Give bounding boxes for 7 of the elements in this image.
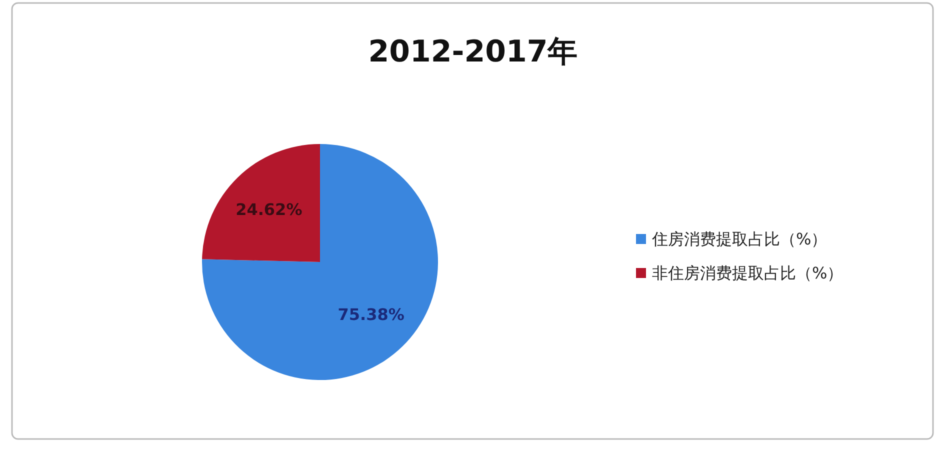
chart-title: 2012-2017年 xyxy=(368,34,578,70)
pie-slice xyxy=(202,144,438,380)
pie-slice xyxy=(202,144,320,262)
legend-label: 非住房消费提取占比（%） xyxy=(652,264,844,282)
data-label: 75.38% xyxy=(338,304,404,324)
legend-label: 住房消费提取占比（%） xyxy=(651,230,828,248)
data-label: 24.62% xyxy=(236,200,302,220)
